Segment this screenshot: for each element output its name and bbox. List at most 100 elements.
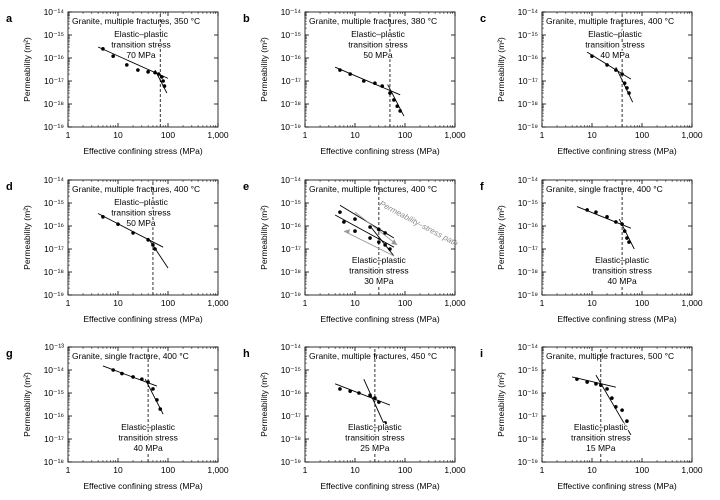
y-tick-label: 10⁻¹⁴ (281, 342, 302, 352)
panel-e: e 1 10 100 1,000 10⁻¹⁹ 10⁻¹⁸ 10⁻¹⁷ 10⁻¹⁶ 10⁻¹⁵ 10⁻… (243, 175, 466, 324)
plot-frame (304, 346, 456, 463)
y-tick-label: 10⁻¹⁴ (518, 7, 539, 17)
panel-i: i 1 10 100 1,000 10⁻¹⁹ 10⁻¹⁸ 10⁻¹⁷ 10⁻¹⁶ 10⁻¹⁵ 10⁻… (480, 342, 703, 491)
fit-line (334, 383, 391, 406)
y-tick-label: 10⁻¹⁵ (44, 198, 64, 208)
x-tick-label: 100 (398, 298, 412, 308)
x-tick-label: 1 (540, 465, 545, 475)
plot-frame (67, 346, 219, 463)
y-tick-label: 10⁻¹⁴ (44, 7, 65, 17)
plot-frame (67, 179, 219, 296)
y-tick-label: 10⁻¹⁷ (281, 244, 301, 254)
transition-annotation-line: Elastic–plastic (348, 422, 403, 432)
y-tick-label: 10⁻¹⁷ (518, 76, 538, 86)
data-point (380, 84, 385, 88)
y-axis-label: Permeability (m²) (259, 37, 269, 102)
data-point (146, 380, 150, 384)
x-tick-label: 100 (161, 298, 175, 308)
panel-letter: i (480, 348, 483, 360)
data-point (398, 109, 402, 113)
y-axis-label: Permeability (m²) (259, 205, 269, 270)
data-point (146, 70, 150, 74)
x-axis-label: Effective confining stress (MPa) (320, 481, 440, 491)
x-axis-label: Effective confining stress (MPa) (557, 314, 677, 324)
panel-h: h 1 10 100 1,000 10⁻¹⁹ 10⁻¹⁸ 10⁻¹⁷ 10⁻¹⁶ 10⁻¹⁵ 10⁻… (243, 342, 466, 491)
y-axis-label: Permeability (m²) (496, 205, 506, 270)
data-point (146, 238, 150, 242)
y-tick-label: 10⁻¹⁷ (44, 76, 64, 86)
data-point (605, 215, 609, 219)
y-tick-label: 10⁻¹⁷ (518, 244, 538, 254)
data-point (140, 377, 144, 381)
x-tick-label: 10 (587, 130, 597, 140)
x-axis-label: Effective confining stress (MPa) (83, 481, 203, 491)
plot-frame (304, 11, 456, 128)
x-axis-label: Effective confining stress (MPa) (83, 314, 203, 324)
y-tick-label: 10⁻¹⁵ (281, 365, 301, 375)
data-point (614, 68, 618, 72)
y-tick-label: 10⁻¹⁶ (44, 53, 64, 63)
transition-annotation-line: 40 MPa (133, 443, 163, 453)
x-tick-label: 100 (398, 130, 412, 140)
panel-title: Granite, multiple fractures, 400 °C (72, 184, 200, 194)
data-point (353, 217, 357, 221)
data-point (620, 222, 624, 226)
x-tick-label: 1 (303, 465, 308, 475)
y-tick-label: 10⁻¹⁵ (518, 365, 538, 375)
transition-annotation-line: Elastic–plastic (114, 197, 169, 207)
data-point (395, 104, 400, 109)
y-axis-label: Permeability (m²) (259, 372, 269, 437)
transition-annotation-line: Elastic–plastic (574, 422, 629, 432)
plot-frame (304, 179, 456, 296)
x-tick-label: 10 (587, 465, 597, 475)
y-tick-label: 10⁻¹⁶ (518, 388, 538, 398)
transition-annotation-line: transition stress (111, 40, 171, 50)
data-point (338, 68, 342, 72)
data-point (158, 407, 163, 411)
x-tick-label: 1 (303, 298, 308, 308)
x-tick-label: 100 (161, 130, 175, 140)
data-point (348, 72, 352, 76)
y-tick-label: 10⁻¹⁶ (44, 411, 64, 421)
data-point (377, 400, 381, 404)
data-point (353, 229, 357, 233)
transition-annotation-line: Elastic–plastic (121, 422, 176, 432)
data-point (625, 86, 629, 90)
panel-letter: a (6, 13, 13, 25)
y-tick-label: 10⁻¹⁷ (281, 411, 301, 421)
data-point (111, 368, 115, 372)
x-tick-label: 1,000 (444, 298, 466, 308)
x-tick-label: 100 (635, 465, 649, 475)
fit-line (154, 69, 168, 94)
y-tick-label: 10⁻¹⁶ (281, 221, 301, 231)
y-tick-label: 10⁻¹⁹ (518, 122, 539, 132)
y-axis-label: Permeability (m²) (496, 37, 506, 102)
data-point (388, 91, 392, 95)
x-tick-label: 1 (66, 130, 71, 140)
y-tick-label: 10⁻¹⁷ (44, 244, 64, 254)
plot-frame (541, 179, 693, 296)
panel-title: Granite, multiple fractures, 380 °C (309, 16, 437, 26)
data-point (162, 84, 167, 88)
data-point (151, 387, 155, 391)
path-arrow-forward (354, 211, 398, 246)
x-tick-label: 1 (540, 298, 545, 308)
y-tick-label: 10⁻¹⁶ (518, 53, 538, 63)
data-point (373, 396, 377, 400)
panel-letter: b (243, 13, 250, 25)
y-tick-label: 10⁻¹⁵ (281, 30, 301, 40)
fit-line (572, 376, 616, 388)
path-label: Permeability–stress path (378, 199, 460, 248)
y-tick-label: 10⁻¹³ (44, 342, 64, 352)
x-tick-label: 100 (635, 130, 649, 140)
y-tick-label: 10⁻¹⁵ (281, 198, 301, 208)
x-axis-label: Effective confining stress (MPa) (83, 146, 203, 156)
x-tick-label: 10 (350, 130, 360, 140)
panel-g: g 1 10 100 1,000 10⁻¹⁸ 10⁻¹⁷ 10⁻¹⁶ 10⁻¹⁵ 10⁻¹⁴ 10⁻… (6, 342, 229, 491)
x-tick-label: 1,000 (207, 298, 229, 308)
x-tick-label: 1,000 (444, 465, 466, 475)
data-point (111, 54, 115, 58)
y-tick-label: 10⁻¹⁴ (44, 175, 65, 185)
panel-title: Granite, single fracture, 400 °C (72, 351, 189, 361)
